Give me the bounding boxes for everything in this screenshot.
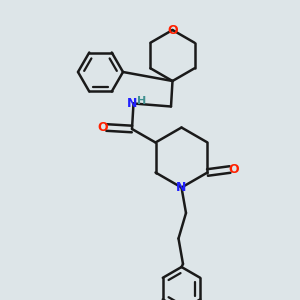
Text: N: N bbox=[176, 181, 187, 194]
Text: O: O bbox=[167, 23, 178, 37]
Text: H: H bbox=[137, 96, 146, 106]
Text: O: O bbox=[97, 121, 108, 134]
Text: N: N bbox=[127, 97, 137, 110]
Text: O: O bbox=[229, 163, 239, 176]
